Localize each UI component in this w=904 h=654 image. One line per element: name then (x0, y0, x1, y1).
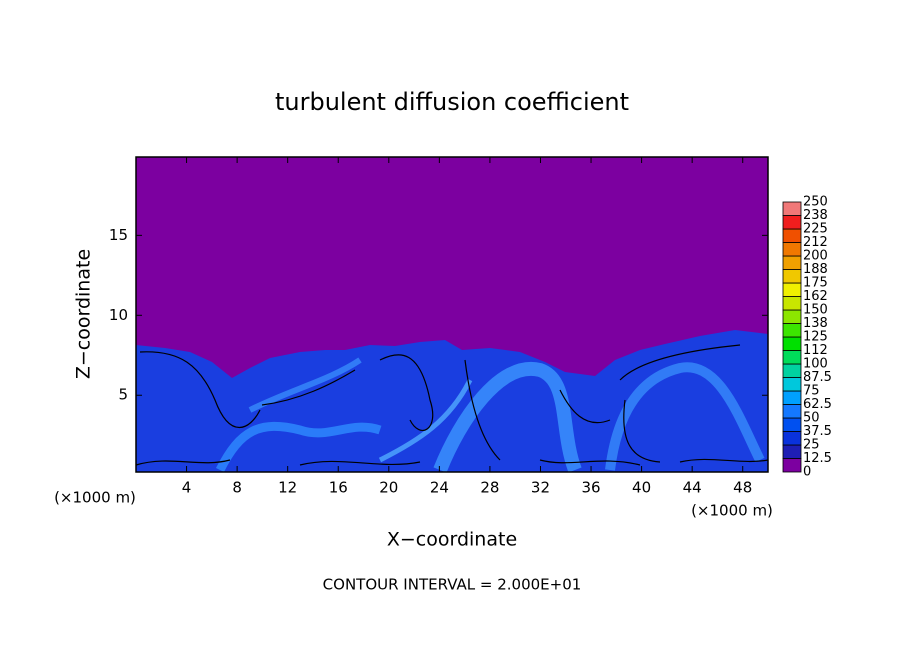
y-tick-label: 15 (109, 226, 128, 244)
colorbar-label: 12.5 (803, 451, 832, 466)
y-axis-label: Z−coordinate (73, 249, 95, 379)
colorbar-label: 87.5 (803, 370, 832, 385)
x-axis-label: X−coordinate (387, 529, 517, 551)
colorbar-label: 250 (803, 195, 828, 210)
colorbar-swatch (782, 458, 802, 473)
colorbar-label: 175 (803, 276, 828, 291)
colorbar-label: 25 (803, 438, 820, 453)
colorbar-swatch (782, 377, 802, 392)
colorbar-swatch (782, 444, 802, 459)
colorbar-swatch (782, 390, 802, 405)
x-unit-label: (×1000 m) (691, 502, 773, 520)
colorbar-label: 62.5 (803, 397, 832, 412)
x-tick-label: 32 (531, 479, 550, 497)
colorbar-label: 200 (803, 249, 828, 264)
colorbar-swatch (782, 417, 802, 432)
x-tick-label: 44 (683, 479, 702, 497)
x-tick-label: 12 (278, 479, 297, 497)
y-tick-label: 10 (109, 306, 128, 324)
colorbar-label: 138 (803, 316, 828, 331)
turbulent-field (135, 330, 769, 473)
x-tick-label: 40 (632, 479, 651, 497)
x-tick-label: 48 (733, 479, 752, 497)
colorbar-label: 100 (803, 357, 828, 372)
colorbar-swatch (782, 228, 802, 243)
x-tick-label: 8 (232, 479, 242, 497)
colorbar-label: 150 (803, 303, 828, 318)
colorbar-swatch (782, 282, 802, 297)
x-tick-label: 20 (379, 479, 398, 497)
colorbar-label: 162 (803, 289, 828, 304)
colorbar-swatch (782, 201, 802, 216)
colorbar-label: 112 (803, 343, 828, 358)
colorbar-label: 0 (803, 465, 811, 480)
x-tick-label: 24 (430, 479, 449, 497)
colorbar-swatch (782, 431, 802, 446)
colorbar-swatch (782, 296, 802, 311)
colorbar-label: 125 (803, 330, 828, 345)
colorbar-label: 212 (803, 235, 828, 250)
colorbar-swatch (782, 255, 802, 270)
colorbar-swatch (782, 336, 802, 351)
x-tick-label: 28 (480, 479, 499, 497)
colorbar-swatch (782, 323, 802, 338)
colorbar-swatch (782, 269, 802, 284)
colorbar-label: 238 (803, 208, 828, 223)
colorbar-label: 225 (803, 222, 828, 237)
colorbar-label: 188 (803, 262, 828, 277)
x-tick-label: 36 (581, 479, 600, 497)
colorbar-swatch (782, 242, 802, 257)
colorbar-swatch (782, 215, 802, 230)
colorbar-swatch (782, 363, 802, 378)
chart-title: turbulent diffusion coefficient (275, 88, 629, 116)
colorbar-label: 75 (803, 384, 820, 399)
colorbar-label: 50 (803, 411, 820, 426)
y-tick-label: 5 (118, 386, 128, 404)
x-tick-label: 4 (182, 479, 192, 497)
annotation: CONTOUR INTERVAL = 2.000E+01 (323, 576, 582, 594)
y-unit-label: (×1000 m) (54, 489, 136, 507)
colorbar-swatch (782, 350, 802, 365)
x-tick-label: 16 (329, 479, 348, 497)
colorbar-swatch (782, 404, 802, 419)
colorbar-swatch (782, 309, 802, 324)
plot-frame (135, 156, 769, 473)
colorbar-label: 37.5 (803, 424, 832, 439)
